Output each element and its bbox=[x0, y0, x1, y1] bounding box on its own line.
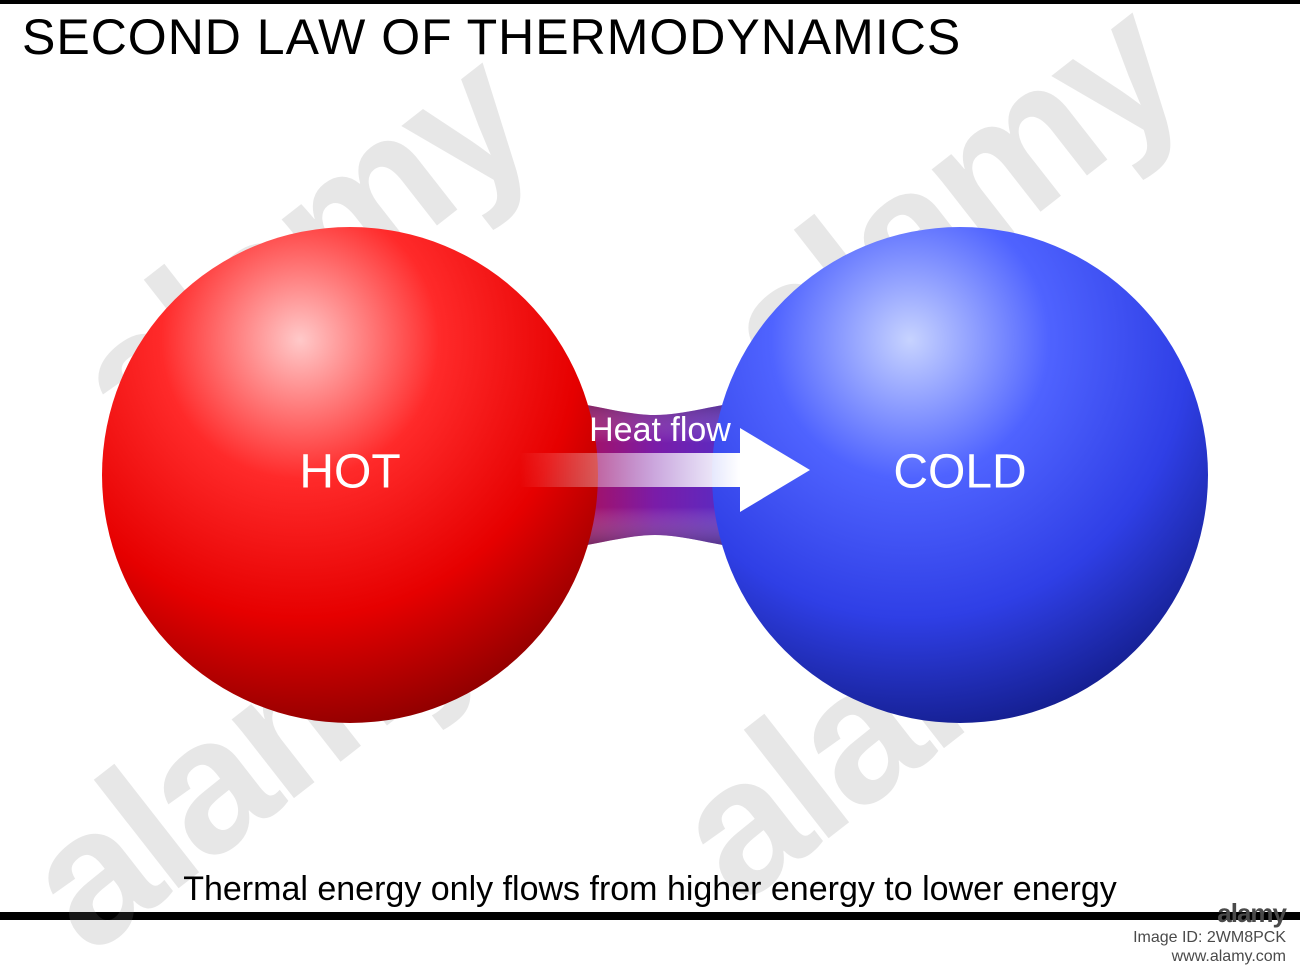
thermo-diagram: HOT COLD Heat flow bbox=[0, 0, 1300, 972]
cold-label: COLD bbox=[893, 446, 1026, 499]
heat-flow-label: Heat flow bbox=[589, 411, 731, 449]
watermark-image-id: Image ID: 2WM8PCK bbox=[1133, 929, 1286, 947]
watermark-url: www.alamy.com bbox=[1133, 948, 1286, 966]
watermark-corner: alamy Image ID: 2WM8PCK www.alamy.com bbox=[1133, 899, 1286, 966]
hot-label: HOT bbox=[299, 446, 400, 499]
diagram-caption: Thermal energy only flows from higher en… bbox=[0, 870, 1300, 909]
watermark-brand: alamy bbox=[1133, 899, 1286, 929]
